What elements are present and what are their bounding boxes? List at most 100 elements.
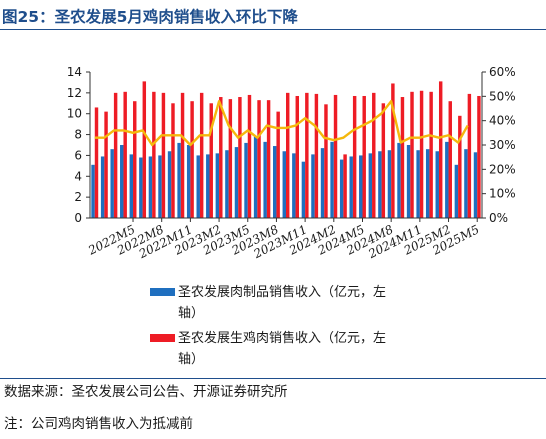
- bar-processed-meat: [425, 149, 430, 218]
- bar-raw-chicken: [286, 92, 290, 218]
- legend-label-1b: 轴）: [178, 306, 205, 321]
- bar-raw-chicken: [161, 92, 166, 218]
- right-tick-label: 10%: [489, 187, 516, 201]
- bar-raw-chicken: [266, 100, 271, 218]
- bar-raw-chicken: [171, 103, 175, 218]
- bar-processed-meat: [301, 161, 306, 218]
- bar-raw-chicken: [400, 97, 405, 218]
- right-tick-label: 40%: [489, 114, 516, 128]
- bar-processed-meat: [186, 145, 191, 218]
- legend-swatch-red: [150, 334, 175, 342]
- bar-processed-meat: [272, 146, 277, 218]
- legend-swatch-blue: [150, 288, 175, 296]
- line-series: [94, 99, 469, 147]
- bar-raw-chicken: [257, 100, 261, 218]
- bar-processed-meat: [167, 151, 172, 218]
- bar-processed-meat: [139, 157, 143, 218]
- bar-raw-chicken: [219, 97, 223, 218]
- bar-processed-meat: [473, 152, 478, 218]
- bar-processed-meat: [110, 149, 114, 218]
- bar-raw-chicken: [142, 81, 147, 218]
- bar-raw-chicken: [343, 154, 347, 218]
- bar-processed-meat: [282, 151, 286, 218]
- bar-processed-meat: [435, 151, 439, 218]
- bar-raw-chicken: [247, 94, 252, 218]
- right-tick-label: 20%: [489, 162, 516, 176]
- bar-raw-chicken: [419, 90, 424, 218]
- bar-raw-chicken: [228, 99, 233, 218]
- bar-processed-meat: [454, 164, 459, 218]
- bar-processed-meat: [253, 136, 258, 218]
- legend-label-1a: 圣农发展肉制品销售收入（亿元，左: [178, 285, 387, 300]
- bar-processed-meat: [292, 153, 296, 218]
- right-axis-ticks: 0% 10% 20% 30% 40% 50% 60%: [482, 65, 516, 225]
- bar-raw-chicken: [190, 101, 194, 218]
- bar-raw-chicken: [410, 91, 414, 218]
- left-tick-label: 10: [67, 107, 82, 121]
- bar-processed-meat: [397, 142, 401, 218]
- bar-processed-meat: [91, 164, 95, 218]
- bar-processed-meat: [177, 142, 181, 218]
- bar-raw-chicken: [324, 104, 328, 218]
- page-title: 图25：圣农发展5月鸡肉销售收入环比下降: [0, 4, 546, 30]
- bar-processed-meat: [215, 153, 220, 218]
- legend: 圣农发展肉制品销售收入（亿元，左 轴） 圣农发展生鸡肉销售收入（亿元，左 轴）: [150, 282, 450, 370]
- footnote: 注：公司鸡肉销售收入为抵减前: [4, 416, 193, 432]
- bar-processed-meat: [339, 159, 344, 218]
- bar-raw-chicken: [152, 91, 156, 218]
- bar-raw-chicken: [295, 95, 300, 218]
- bar-raw-chicken: [448, 101, 452, 218]
- bar-raw-chicken: [429, 91, 433, 218]
- bar-processed-meat: [129, 154, 134, 218]
- bar-processed-meat: [359, 155, 363, 218]
- bar-processed-meat: [196, 155, 200, 218]
- left-axis-ticks: 0 2 4 6 8 10 12 14: [67, 65, 90, 225]
- bar-processed-meat: [100, 156, 105, 218]
- right-tick-label: 60%: [489, 65, 516, 79]
- left-tick-label: 14: [67, 65, 82, 79]
- bar-raw-chicken: [305, 92, 309, 218]
- bar-raw-chicken: [314, 93, 319, 218]
- bar-raw-chicken: [238, 97, 242, 218]
- bar-processed-meat: [387, 150, 392, 218]
- bar-processed-meat: [120, 145, 124, 218]
- bar-processed-meat: [263, 141, 267, 218]
- bar-processed-meat: [368, 153, 373, 218]
- x-axis-ticks: 2022M52022M82022M112023M22023M52023M8202…: [85, 218, 482, 262]
- bar-raw-chicken: [372, 92, 376, 218]
- left-tick-label: 0: [74, 211, 82, 225]
- bar-raw-chicken: [133, 101, 137, 218]
- bar-raw-chicken: [391, 83, 395, 218]
- bar-raw-chicken: [438, 81, 443, 218]
- left-tick-label: 8: [74, 128, 82, 142]
- legend-item-raw-chicken: 圣农发展生鸡肉销售收入（亿元，左 轴）: [150, 328, 450, 370]
- bar-raw-chicken: [352, 95, 357, 218]
- bar-processed-meat: [311, 154, 315, 218]
- bar-raw-chicken: [381, 103, 386, 218]
- axes: [89, 72, 483, 219]
- bar-processed-meat: [349, 156, 353, 218]
- right-tick-label: 50%: [489, 89, 516, 103]
- bar-raw-chicken: [276, 111, 280, 218]
- bar-processed-meat: [225, 150, 229, 218]
- bar-raw-chicken: [199, 92, 204, 218]
- line-share: [94, 99, 469, 147]
- bar-processed-meat: [406, 145, 411, 218]
- bar-processed-meat: [158, 155, 162, 218]
- legend-item-processed-meat: 圣农发展肉制品销售收入（亿元，左 轴）: [150, 282, 450, 324]
- bar-raw-chicken: [477, 95, 481, 218]
- bar-raw-chicken: [94, 107, 99, 218]
- bar-processed-meat: [148, 156, 153, 218]
- bar-raw-chicken: [123, 91, 127, 218]
- bar-raw-chicken: [333, 94, 338, 218]
- left-tick-label: 6: [74, 148, 82, 162]
- left-tick-label: 4: [74, 169, 82, 183]
- left-tick-label: 2: [74, 190, 82, 204]
- source-note: 数据来源：圣农发展公司公告、开源证券研究所: [0, 378, 546, 400]
- bar-processed-meat: [330, 141, 334, 218]
- bar-raw-chicken: [467, 93, 472, 218]
- left-tick-label: 12: [67, 86, 82, 100]
- bar-processed-meat: [320, 148, 325, 218]
- chart: 0 2 4 6 8 10 12 14 0% 10% 20% 30% 40% 50% 60% 2022M52…: [67, 65, 516, 262]
- bar-raw-chicken: [458, 115, 462, 218]
